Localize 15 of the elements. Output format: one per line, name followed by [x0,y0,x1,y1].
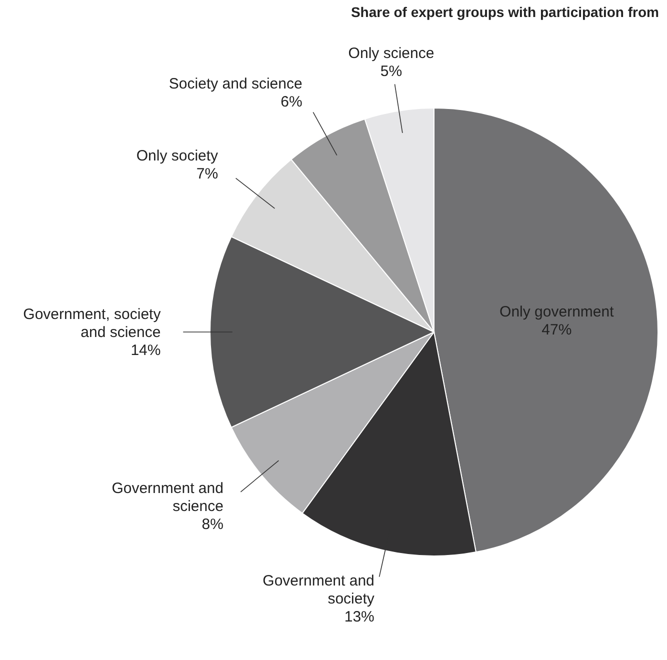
chart-title: Share of expert groups with participation from [350,4,659,20]
data-label: 6% [280,94,302,111]
slice-label: Only society [136,148,219,165]
data-label: 7% [196,166,218,183]
slice-label: Government and society [262,572,375,608]
data-label: 47% [542,321,572,338]
slice-label: Only science [348,45,434,62]
slice-label: Only government [500,303,615,320]
slice-label: Society and science [168,76,302,93]
data-label: 5% [380,63,402,80]
slice-label: Government and science [112,480,224,516]
data-label: 13% [344,608,374,626]
data-label: 14% [130,342,161,359]
slice-label: Government, society and science [23,306,162,341]
data-label: 8% [202,516,224,534]
